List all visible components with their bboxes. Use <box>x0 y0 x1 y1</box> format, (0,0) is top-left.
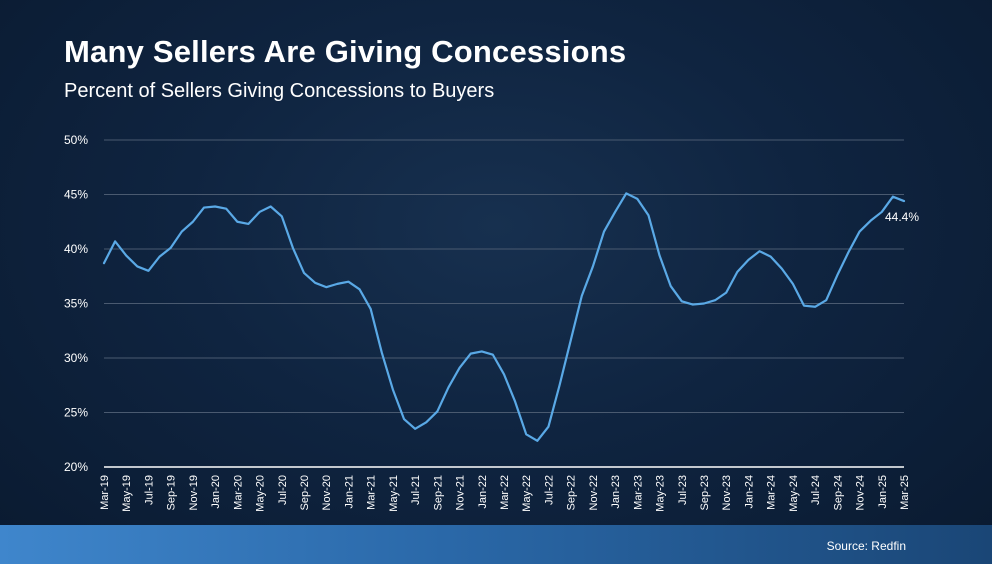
x-tick-label: Sep-20 <box>299 475 311 510</box>
x-tick-label: Jan-25 <box>877 475 889 509</box>
line-chart: 20% 25% 30% 35% 40% 45% 50% Mar-19 May-19 Jul-19… <box>64 133 919 512</box>
chart-title: Many Sellers Are Giving Concessions <box>64 34 627 69</box>
x-tick-label: May-23 <box>655 475 667 512</box>
data-label: 44.4% <box>885 210 919 224</box>
x-tick-label: Jan-24 <box>743 475 755 509</box>
x-tick-label: Sep-23 <box>699 475 711 510</box>
series-layer <box>102 192 906 442</box>
x-tick-label: Nov-20 <box>321 475 333 510</box>
x-tick-label: Nov-24 <box>855 475 867 510</box>
x-tick-label: May-21 <box>388 475 400 512</box>
y-tick-label: 50% <box>64 133 88 147</box>
x-tick-label: Sep-24 <box>832 475 844 510</box>
x-tick-label: Sep-22 <box>566 475 578 510</box>
y-axis-tick-labels: 20% 25% 30% 35% 40% 45% 50% <box>64 133 88 474</box>
y-tick-label: 30% <box>64 351 88 365</box>
x-tick-label: Jul-23 <box>677 475 689 505</box>
x-tick-label: Mar-21 <box>366 475 378 510</box>
y-tick-label: 35% <box>64 297 88 311</box>
x-tick-label: Mar-25 <box>899 475 911 510</box>
series-line <box>102 192 906 442</box>
y-tick-label: 45% <box>64 188 88 202</box>
x-tick-label: May-20 <box>255 475 267 512</box>
x-tick-label: Jan-21 <box>343 475 355 509</box>
x-tick-label: Nov-22 <box>588 475 600 510</box>
x-tick-label: Jan-20 <box>210 475 222 509</box>
x-tick-label: Sep-21 <box>432 475 444 510</box>
y-tick-label: 25% <box>64 406 88 420</box>
x-tick-label: May-19 <box>121 475 133 512</box>
y-tick-label: 20% <box>64 460 88 474</box>
chart-subtitle: Percent of Sellers Giving Concessions to… <box>64 80 495 102</box>
x-tick-label: Jul-19 <box>143 475 155 505</box>
x-tick-label: Mar-22 <box>499 475 511 510</box>
x-tick-label: Nov-21 <box>455 475 467 510</box>
x-tick-label: Jul-21 <box>410 475 422 505</box>
grid-lines <box>104 139 904 468</box>
source-label: Source: Redfin <box>826 539 906 553</box>
x-tick-label: Jul-22 <box>543 475 555 505</box>
x-tick-label: Jan-22 <box>477 475 489 509</box>
x-tick-label: Sep-19 <box>166 475 178 510</box>
x-tick-label: Mar-19 <box>99 475 111 510</box>
x-tick-label: Jul-24 <box>810 475 822 505</box>
x-tick-label: Nov-19 <box>188 475 200 510</box>
x-tick-label: May-22 <box>521 475 533 512</box>
x-axis-tick-labels: Mar-19 May-19 Jul-19 Sep-19 Nov-19 Jan-20 Mar-… <box>99 475 911 512</box>
x-tick-label: May-24 <box>788 475 800 512</box>
x-tick-label: Mar-20 <box>232 475 244 510</box>
x-tick-label: Nov-23 <box>721 475 733 510</box>
x-tick-label: Mar-23 <box>632 475 644 510</box>
y-tick-label: 40% <box>64 242 88 256</box>
x-tick-label: Jan-23 <box>610 475 622 509</box>
x-tick-label: Jul-20 <box>277 475 289 505</box>
annotations: 44.4% <box>885 210 919 224</box>
footer-bar: Source: Redfin <box>0 525 992 564</box>
x-tick-label: Mar-24 <box>766 475 778 510</box>
